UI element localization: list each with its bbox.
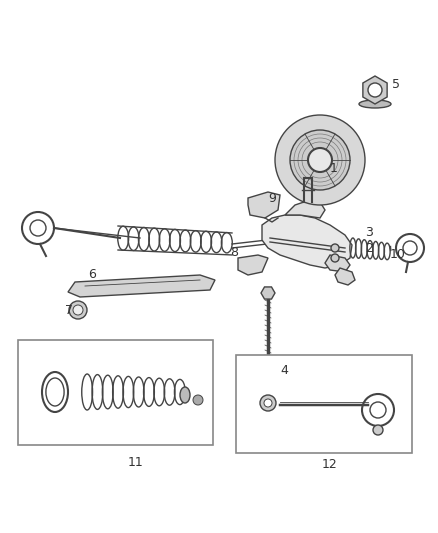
Ellipse shape <box>180 387 190 403</box>
Circle shape <box>368 83 382 97</box>
Text: 6: 6 <box>88 269 96 281</box>
Circle shape <box>308 148 332 172</box>
Polygon shape <box>262 215 352 268</box>
Text: 2: 2 <box>365 241 373 254</box>
Circle shape <box>260 395 276 411</box>
Circle shape <box>73 305 83 315</box>
Text: 11: 11 <box>128 456 144 469</box>
Polygon shape <box>261 287 275 299</box>
Circle shape <box>193 395 203 405</box>
Circle shape <box>331 254 339 262</box>
Text: 3: 3 <box>365 225 373 238</box>
Polygon shape <box>325 255 350 272</box>
Text: 10: 10 <box>390 248 406 262</box>
Circle shape <box>275 115 365 205</box>
Text: 1: 1 <box>330 161 338 174</box>
Bar <box>236 355 412 453</box>
Text: 4: 4 <box>280 364 288 376</box>
Polygon shape <box>335 268 355 285</box>
Text: 9: 9 <box>268 191 276 205</box>
Polygon shape <box>248 192 280 218</box>
Circle shape <box>290 130 350 190</box>
Text: 12: 12 <box>322 458 338 472</box>
Text: 5: 5 <box>392 78 400 92</box>
Circle shape <box>331 244 339 252</box>
Circle shape <box>264 399 272 407</box>
Circle shape <box>69 301 87 319</box>
Polygon shape <box>68 275 215 297</box>
Polygon shape <box>363 76 387 104</box>
Polygon shape <box>285 200 325 218</box>
Circle shape <box>373 425 383 435</box>
Ellipse shape <box>359 100 391 108</box>
Text: 8: 8 <box>230 246 238 259</box>
Polygon shape <box>238 255 268 275</box>
Text: 7: 7 <box>65 303 73 317</box>
Bar <box>18 340 213 445</box>
